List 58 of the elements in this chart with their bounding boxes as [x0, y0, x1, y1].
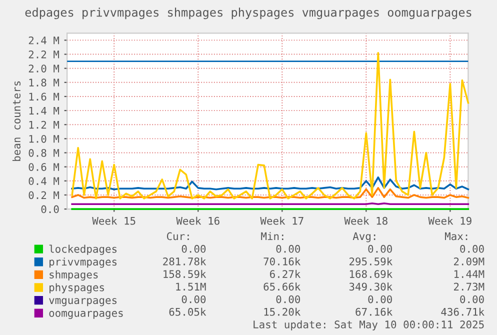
x-tick-label: Week 19	[428, 216, 472, 225]
y-tick-label: 1.8 M	[29, 78, 60, 87]
legend-label: vmguarpages	[49, 298, 117, 306]
legend-label: privvmpages	[50, 258, 117, 268]
y-tick-label: 0.4 M	[28, 177, 60, 186]
y-tick-label: 1.0 M	[29, 134, 60, 143]
text: 0.00	[182, 295, 206, 304]
y-tick-label: 1.6 M	[29, 92, 60, 101]
x-tick-label: Week 17	[260, 216, 304, 225]
legend-label: lockedpages	[49, 244, 117, 255]
chart-title: edpages privvmpages shmpages physpages vmguarpages oomguarpages	[25, 8, 472, 20]
x-tick-label: Week 16	[176, 216, 220, 225]
text: 0.00	[182, 244, 206, 253]
y-tick-label: 2.0 M	[28, 64, 60, 72]
x-tick-label: Week 18	[344, 216, 388, 225]
text: 6.27k	[270, 270, 301, 278]
text: 0.00	[460, 244, 484, 253]
text: 295.59k	[350, 257, 392, 266]
y-tick-label: 2.2 M	[28, 50, 60, 58]
text: 0.00	[276, 244, 300, 253]
text: 2.09M	[454, 258, 484, 266]
x-tick-label: Week 15	[92, 216, 136, 225]
text: Max:	[445, 232, 468, 240]
text: 0.00	[460, 295, 484, 304]
text: Min:	[261, 232, 284, 240]
legend-label: shmpages	[50, 270, 98, 281]
legend-label: oomguarpages	[49, 310, 123, 320]
text: 158.59k	[164, 270, 206, 278]
y-tick-label: 0.6 M	[28, 163, 60, 171]
text: Last update: Sat May 10 00:00:11 2025	[254, 320, 484, 330]
text: 65.05k	[169, 308, 206, 316]
y-tick-label: 2.4 M	[28, 36, 60, 44]
y-tick-label: 0.2 M	[28, 191, 60, 200]
text: 0.00	[368, 295, 392, 304]
text: 15.20k	[264, 308, 301, 316]
y-axis-title: bean counters	[12, 81, 21, 161]
y-tick-label: 0.8 M	[28, 149, 60, 157]
y-tick-label: 1.4 M	[29, 106, 60, 115]
text: 436.71k	[441, 308, 484, 316]
text: 2.73M	[454, 282, 484, 291]
line-series	[71, 176, 470, 190]
line-series	[71, 187, 470, 199]
text: 349.30k	[349, 282, 392, 291]
text: 67.16k	[356, 308, 392, 316]
y-tick-label: 1.2 M	[29, 120, 60, 129]
text: Cur:	[166, 232, 189, 240]
text: Avg:	[352, 232, 376, 242]
text: 0.00	[368, 244, 392, 253]
y-tick-label: 0.0	[41, 205, 59, 214]
text: 65.66k	[264, 282, 301, 291]
text: 1.44M	[454, 270, 484, 278]
text: 0.00	[276, 295, 300, 304]
text: 281.78k	[163, 257, 206, 266]
line-series	[71, 52, 470, 200]
legend-label: physpages	[50, 283, 104, 294]
text: 70.16k	[264, 257, 301, 266]
text: 1.51M	[176, 282, 206, 291]
text: 168.69k	[350, 270, 392, 278]
